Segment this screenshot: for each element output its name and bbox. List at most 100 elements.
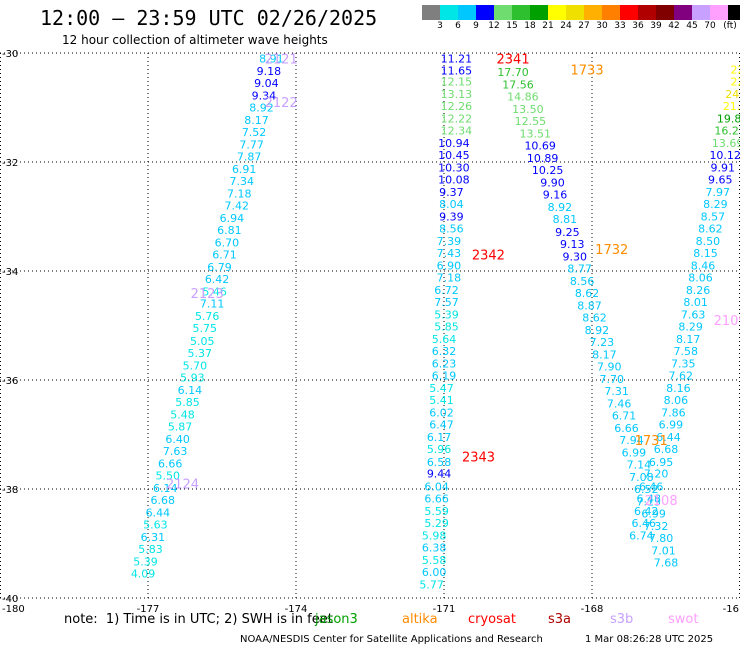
- swh-value: 7.68: [654, 557, 679, 570]
- track-id-label: 1733: [571, 63, 604, 78]
- swh-value: 5.39: [133, 555, 158, 568]
- swh-value: 9.39: [439, 211, 464, 224]
- swh-value: 12.55: [515, 115, 547, 128]
- swh-value: 6.99: [659, 419, 684, 432]
- swh-value: 8.06: [664, 394, 689, 407]
- swh-value: 7.42: [225, 200, 250, 213]
- swh-value: 6.91: [232, 163, 257, 176]
- swh-value: 6.66: [614, 422, 639, 435]
- x-tick-label: -168: [581, 604, 604, 615]
- swh-value: 9.16: [543, 189, 568, 202]
- swh-value: 12.22: [441, 112, 473, 125]
- color-swatch-9: [584, 5, 602, 20]
- swh-value: 9.04: [254, 77, 279, 90]
- swh-value: 24.0: [725, 88, 740, 101]
- swh-value: 9.13: [560, 238, 585, 251]
- swh-value: 7.62: [669, 370, 694, 383]
- swh-value: 7.80: [649, 532, 674, 545]
- swh-value: 16.23: [714, 124, 740, 137]
- swh-value: 10.25: [532, 164, 564, 177]
- color-swatch-5: [512, 5, 530, 20]
- color-scale-label: 21: [542, 21, 554, 31]
- swh-value: 10.30: [438, 161, 470, 174]
- swh-value: 6.42: [205, 273, 230, 286]
- swh-value: 5.39: [434, 309, 459, 322]
- swh-value: 8.15: [693, 247, 718, 260]
- swh-value: 7.94: [619, 434, 644, 447]
- color-swatch-6: [530, 5, 548, 20]
- color-scale-label: (ft): [723, 21, 737, 31]
- swh-value: 5.70: [183, 359, 208, 372]
- track-id-label: 1732: [595, 243, 628, 258]
- swh-value: 8.62: [698, 222, 723, 235]
- color-scale-label: 6: [455, 21, 461, 31]
- swh-value: 5.59: [424, 505, 449, 518]
- swh-value: 9.44: [427, 468, 452, 481]
- swh-value: 8.04: [439, 198, 464, 211]
- color-swatch-14: [674, 5, 692, 20]
- swh-value: 6.81: [217, 224, 242, 237]
- swh-value: 22: [731, 75, 740, 88]
- swh-value: 8.57: [701, 211, 726, 224]
- swh-value: 7.63: [163, 445, 188, 458]
- swh-value: 6.72: [434, 284, 459, 297]
- mission-altika: altika: [402, 612, 438, 627]
- swh-value: 6.90: [437, 260, 462, 273]
- y-tick-label: -30: [2, 49, 18, 60]
- swh-value: 9.90: [540, 177, 565, 190]
- swh-value: 7.77: [239, 139, 264, 152]
- y-tick-label: -36: [2, 376, 18, 387]
- swh-value: 6.68: [151, 494, 176, 507]
- swh-value: 5.47: [429, 382, 454, 395]
- swh-value: 22: [731, 63, 740, 76]
- swh-value: 7.08: [629, 471, 654, 484]
- track-id-label: 2343: [462, 450, 495, 465]
- color-scale-label: 30: [596, 21, 608, 31]
- color-scale-label: 24: [560, 21, 572, 31]
- swh-value: 5.98: [422, 529, 447, 542]
- swh-value: 9.65: [708, 173, 733, 186]
- swh-value: 6.71: [612, 409, 637, 422]
- swh-value: 6.95: [649, 456, 674, 469]
- swh-value: 13.50: [512, 103, 544, 116]
- swh-value: 6.19: [432, 370, 457, 383]
- color-scale-label: 70: [704, 21, 716, 31]
- swh-value: 7.18: [227, 188, 252, 201]
- color-swatch-7: [548, 5, 566, 20]
- swh-value: 6.74: [629, 529, 654, 542]
- swh-value: 8.29: [678, 321, 703, 334]
- swh-value: 6.04: [424, 480, 449, 493]
- swh-value: 7.18: [437, 272, 462, 285]
- swh-value: 6.38: [422, 541, 447, 554]
- color-scale-label: 27: [578, 21, 590, 31]
- swh-value: 5.37: [188, 347, 213, 360]
- y-tick-label: -38: [2, 485, 18, 496]
- swh-value: 8.92: [548, 201, 573, 214]
- swh-value: 8.62: [582, 311, 607, 324]
- color-scale-label: 3: [437, 21, 443, 31]
- swh-value: 6.00: [422, 566, 447, 579]
- swh-value: 5.41: [429, 394, 454, 407]
- swh-value: 8.16: [666, 382, 691, 395]
- swh-value: 8.01: [683, 296, 708, 309]
- swh-value: 7.86: [661, 407, 686, 420]
- color-swatch-16: [710, 5, 728, 20]
- color-scale-bar: [422, 5, 740, 20]
- color-swatch-3: [476, 5, 494, 20]
- swh-value: 7.97: [706, 186, 731, 199]
- color-swatch-15: [692, 5, 710, 20]
- swh-value: 7.87: [237, 151, 262, 164]
- swh-value: 6.94: [220, 212, 245, 225]
- swh-value: 10.08: [438, 173, 470, 186]
- swh-value: 5.96: [427, 443, 452, 456]
- swh-value: 6.46: [632, 517, 657, 530]
- swh-value: 7.20: [644, 468, 669, 481]
- swh-value: 6.47: [429, 419, 454, 432]
- swh-value: 7.43: [437, 247, 462, 260]
- swh-value: 6.48: [636, 492, 661, 505]
- swh-value: 6.99: [622, 446, 647, 459]
- swh-value: 5.85: [434, 321, 459, 334]
- color-scale-label: 39: [650, 21, 662, 31]
- swh-value: 6.17: [427, 431, 452, 444]
